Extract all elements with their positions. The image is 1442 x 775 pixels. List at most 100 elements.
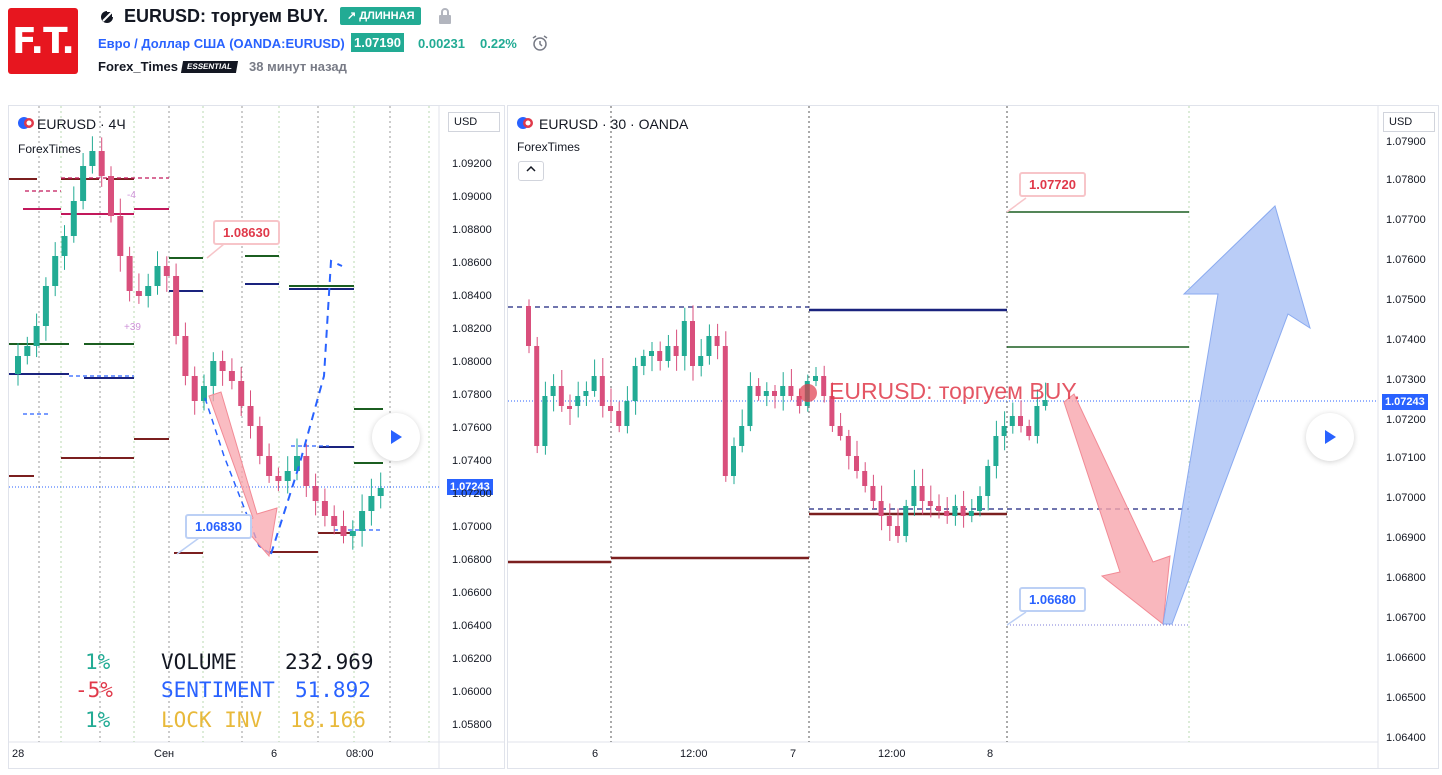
callout-pointer	[1006, 611, 1027, 626]
alarm-clock-icon[interactable]	[530, 33, 550, 53]
price-tick: 1.06900	[1386, 532, 1426, 544]
candle-body	[1009, 416, 1015, 426]
left-play-button[interactable]	[372, 413, 420, 461]
symbol-link[interactable]: Евро / Доллар США (OANDA:EURUSD)	[98, 36, 345, 51]
eu-us-flag-icon	[517, 117, 533, 129]
candle-body	[80, 166, 87, 201]
candle-body	[98, 151, 105, 176]
candle-body	[312, 486, 319, 501]
candle-body	[919, 486, 925, 501]
time-tick: 8	[987, 748, 994, 760]
candle-body	[681, 321, 687, 356]
candle-body	[331, 516, 338, 526]
author-name[interactable]: Forex_Times	[98, 59, 178, 74]
price-tick: 1.07000	[452, 521, 492, 533]
candle-body	[126, 256, 133, 291]
brand-logo[interactable]: F.T.	[8, 8, 78, 74]
candle-body	[886, 516, 892, 526]
price-tick: 1.07800	[1386, 174, 1426, 186]
candle-body	[739, 426, 745, 446]
candle-body	[238, 381, 245, 406]
candle-body	[558, 386, 564, 406]
candle-body	[878, 501, 884, 516]
symbol-name[interactable]: Евро / Доллар США	[98, 36, 226, 51]
candle-body	[1042, 400, 1048, 406]
last-price: 1.07190	[351, 33, 404, 52]
long-badge: ↗ ДЛИННАЯ	[340, 7, 422, 25]
stat-sentiment-label: SENTIMENT	[161, 678, 275, 702]
time-tick: 7	[790, 748, 797, 760]
price-tick: 1.09000	[452, 191, 492, 203]
right-chart-panel[interactable]: EURUSD · 30 · OANDA ForexTimes USD EURUS…	[507, 105, 1439, 769]
collapse-indicators-button[interactable]	[518, 161, 544, 181]
right-chart-title: EURUSD · 30 · OANDA	[539, 116, 689, 132]
candle-body	[182, 336, 189, 376]
candle-body	[583, 391, 589, 396]
candle-body	[747, 386, 753, 426]
time-tick: 28	[12, 748, 25, 760]
left-chart-canvas[interactable]	[9, 106, 504, 768]
idea-watermark: EURUSD: торгуем BUY.	[829, 378, 1081, 404]
right-callout-target: 1.07720	[1019, 172, 1086, 197]
right-price-axis[interactable]: 1.07900 1.07800 1.07700 1.07600 1.07500 …	[1380, 126, 1438, 756]
candle-body	[210, 361, 217, 386]
candle-body	[340, 526, 347, 536]
lock-icon	[439, 8, 451, 24]
candle-body	[845, 436, 851, 456]
callout-pointer	[1006, 197, 1027, 213]
price-tick: 1.08400	[452, 290, 492, 302]
right-indicator-name: ForexTimes	[517, 140, 580, 154]
left-chart-panel[interactable]: EURUSD · 4Ч ForexTimes USD 1.08630 1.068…	[8, 105, 505, 769]
left-indicator-name: ForexTimes	[18, 142, 81, 156]
candle-body	[895, 526, 900, 536]
candle-body	[854, 456, 859, 471]
projection-path	[270, 259, 343, 555]
candle-body	[284, 471, 291, 481]
price-tick: 1.07100	[1386, 452, 1426, 464]
right-play-button[interactable]	[1306, 413, 1354, 461]
candle-body	[977, 496, 982, 511]
left-currency-button[interactable]: USD	[448, 112, 500, 132]
left-callout-stop: 1.06830	[185, 514, 252, 539]
candle-body	[534, 346, 540, 446]
candle-body	[960, 506, 966, 516]
time-tick: 12:00	[878, 748, 906, 760]
symbol-code[interactable]: (OANDA:EURUSD)	[229, 36, 345, 51]
candle-body	[42, 286, 49, 326]
candle-body	[788, 386, 794, 396]
time-tick: Сен	[154, 748, 175, 760]
callout-pointer	[206, 243, 225, 259]
candle-body	[952, 506, 958, 516]
price-tick: 1.07700	[1386, 214, 1426, 226]
candle-body	[936, 506, 941, 511]
price-tick: 1.06600	[452, 587, 492, 599]
candle-body	[173, 276, 180, 336]
candle-body	[944, 511, 950, 516]
right-currency-button[interactable]: USD	[1383, 112, 1435, 132]
candle-body	[275, 476, 282, 481]
candle-body	[15, 356, 21, 374]
play-icon	[1325, 430, 1336, 444]
candle-body	[772, 391, 777, 396]
candle-body	[294, 456, 300, 471]
price-tick: 1.06400	[452, 620, 492, 632]
eu-us-flag-icon	[18, 117, 34, 129]
candle-body	[135, 291, 142, 296]
candle-body	[632, 366, 638, 401]
candle-body	[1001, 426, 1007, 436]
candle-body	[33, 326, 40, 346]
candle-body	[145, 286, 152, 296]
candle-body	[911, 486, 917, 506]
left-price-axis[interactable]: 1.09200 1.09000 1.08800 1.08600 1.08400 …	[447, 146, 503, 746]
right-callout-stop: 1.06680	[1019, 587, 1086, 612]
candle-body	[722, 346, 728, 476]
candle-body	[1034, 406, 1040, 436]
price-change-percent: 0.22%	[480, 36, 517, 51]
candle-body	[649, 351, 654, 356]
price-tick: 1.07400	[1386, 334, 1426, 346]
candle-body	[191, 376, 198, 401]
candle-body	[985, 466, 991, 496]
play-icon	[391, 430, 402, 444]
right-chart-canvas[interactable]	[508, 106, 1438, 768]
candle-body	[321, 501, 328, 516]
